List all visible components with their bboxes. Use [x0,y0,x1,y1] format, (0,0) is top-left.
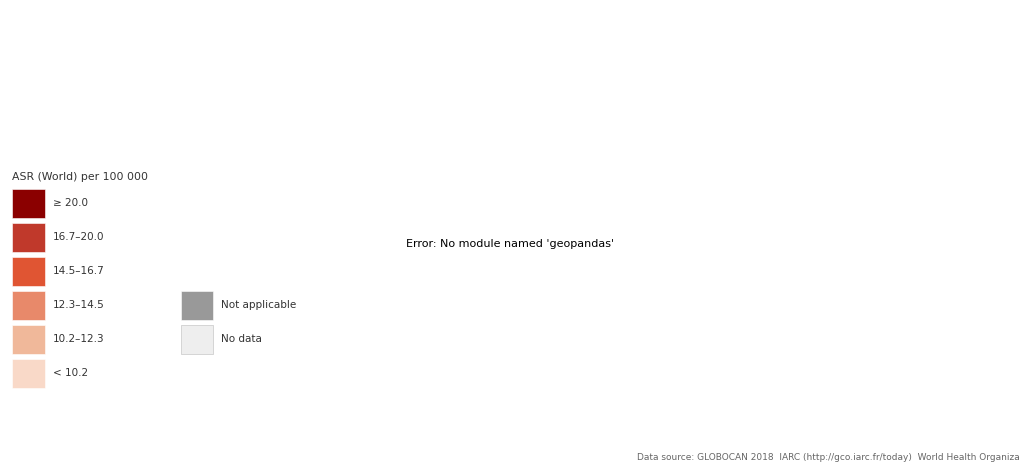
Text: 10.2–12.3: 10.2–12.3 [53,334,105,345]
Text: Error: No module named 'geopandas': Error: No module named 'geopandas' [406,239,613,249]
Text: 14.5–16.7: 14.5–16.7 [53,266,105,277]
Text: < 10.2: < 10.2 [53,368,88,379]
Text: ASR (World) per 100 000: ASR (World) per 100 000 [12,172,148,182]
Text: Not applicable: Not applicable [221,300,297,311]
Text: 16.7–20.0: 16.7–20.0 [53,232,104,243]
Text: Data source: GLOBOCAN 2018  IARC (http://gco.iarc.fr/today)  World Health Organi: Data source: GLOBOCAN 2018 IARC (http://… [637,453,1019,462]
Text: 12.3–14.5: 12.3–14.5 [53,300,105,311]
Text: ≥ 20.0: ≥ 20.0 [53,198,88,209]
Text: No data: No data [221,334,262,345]
